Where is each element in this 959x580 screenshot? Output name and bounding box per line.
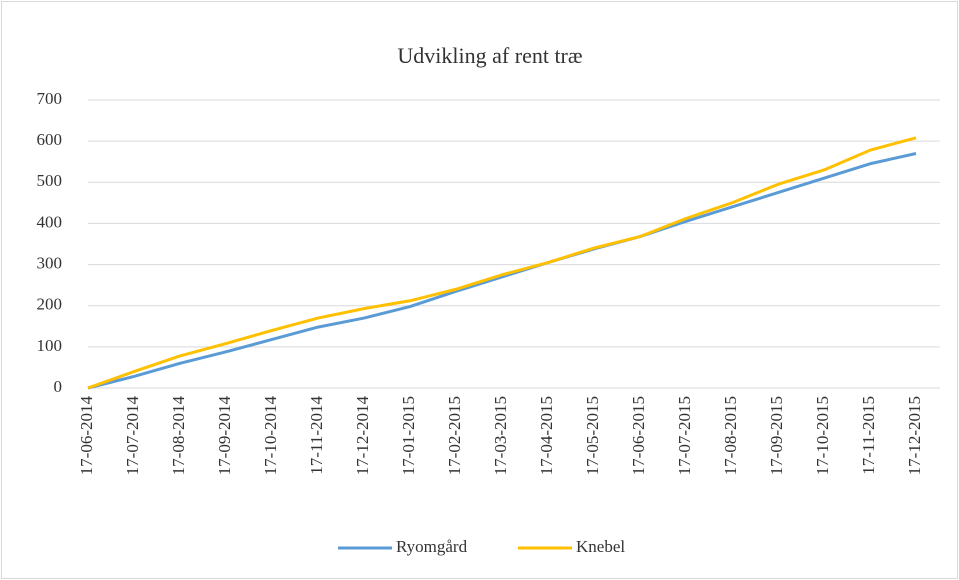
series-line [87, 152, 917, 390]
x-tick-label: 17-12-2015 [905, 396, 924, 475]
x-tick-label: 17-06-2014 [77, 396, 96, 476]
x-tick-label: 17-11-2015 [859, 396, 878, 475]
y-tick-label: 600 [37, 130, 63, 149]
x-tick-label: 17-03-2015 [491, 396, 510, 475]
chart-title: Udvikling af rent træ [397, 43, 582, 68]
x-tick-label: 17-06-2015 [629, 396, 648, 475]
x-tick-label: 17-01-2015 [399, 396, 418, 475]
y-tick-label: 500 [37, 171, 63, 190]
y-tick-label: 700 [37, 89, 63, 108]
x-tick-label: 17-04-2015 [537, 396, 556, 475]
x-tick-label: 17-08-2014 [169, 396, 188, 476]
legend-label: Knebel [576, 537, 625, 556]
y-tick-label: 100 [37, 336, 63, 355]
x-tick-label: 17-09-2014 [215, 396, 234, 476]
x-tick-label: 17-11-2014 [307, 396, 326, 475]
x-tick-label: 17-10-2014 [261, 396, 280, 476]
y-tick-label: 400 [37, 212, 63, 231]
x-tick-label: 17-07-2015 [675, 396, 694, 475]
y-tick-label: 200 [37, 295, 63, 314]
y-tick-label: 0 [54, 377, 63, 396]
x-tick-label: 17-02-2015 [445, 396, 464, 475]
legend-label: Ryomgård [396, 537, 468, 556]
x-tick-label: 17-10-2015 [813, 396, 832, 475]
x-tick-label: 17-09-2015 [767, 396, 786, 475]
x-tick-label: 17-08-2015 [721, 396, 740, 475]
x-tick-label: 17-12-2014 [353, 396, 372, 476]
y-tick-label: 300 [37, 253, 63, 272]
x-tick-label: 17-07-2014 [123, 396, 142, 476]
x-tick-label: 17-05-2015 [583, 396, 602, 475]
series-line [87, 136, 917, 390]
